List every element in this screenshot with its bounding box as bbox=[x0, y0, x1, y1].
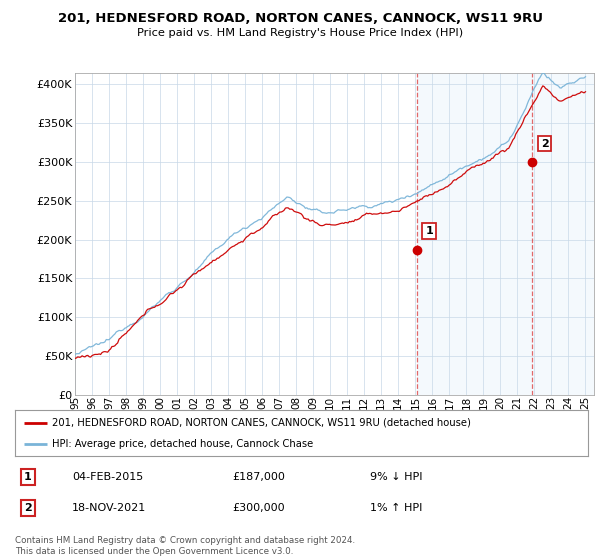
Text: HPI: Average price, detached house, Cannock Chase: HPI: Average price, detached house, Cann… bbox=[52, 439, 313, 449]
Text: 18-NOV-2021: 18-NOV-2021 bbox=[73, 503, 146, 513]
Text: £187,000: £187,000 bbox=[233, 472, 286, 482]
Bar bbox=[416, 73, 594, 395]
Text: 1: 1 bbox=[425, 226, 433, 236]
Text: Price paid vs. HM Land Registry's House Price Index (HPI): Price paid vs. HM Land Registry's House … bbox=[137, 28, 463, 38]
Text: 2: 2 bbox=[24, 503, 31, 513]
Text: 9% ↓ HPI: 9% ↓ HPI bbox=[370, 472, 423, 482]
Text: £300,000: £300,000 bbox=[233, 503, 286, 513]
Text: 1: 1 bbox=[24, 472, 31, 482]
Text: 201, HEDNESFORD ROAD, NORTON CANES, CANNOCK, WS11 9RU (detached house): 201, HEDNESFORD ROAD, NORTON CANES, CANN… bbox=[52, 418, 471, 428]
Text: 201, HEDNESFORD ROAD, NORTON CANES, CANNOCK, WS11 9RU: 201, HEDNESFORD ROAD, NORTON CANES, CANN… bbox=[58, 12, 542, 25]
Text: 1% ↑ HPI: 1% ↑ HPI bbox=[370, 503, 422, 513]
Text: 04-FEB-2015: 04-FEB-2015 bbox=[73, 472, 143, 482]
Text: 2: 2 bbox=[541, 138, 548, 148]
Text: Contains HM Land Registry data © Crown copyright and database right 2024.
This d: Contains HM Land Registry data © Crown c… bbox=[15, 536, 355, 556]
